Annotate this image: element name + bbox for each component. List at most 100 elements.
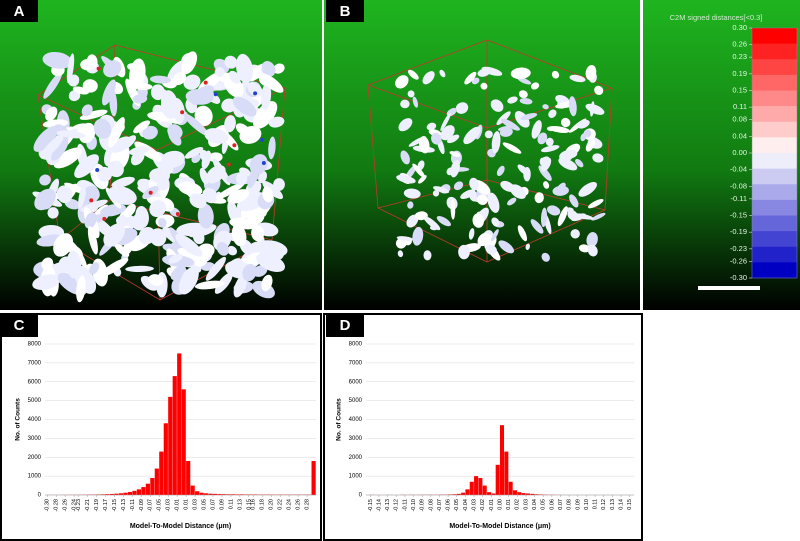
x-tick-label: -0.07 (437, 499, 443, 512)
blob (507, 197, 517, 206)
blob (125, 265, 154, 272)
blob (477, 232, 491, 247)
x-tick-label: 0.26 (296, 499, 302, 510)
blob (197, 203, 214, 229)
spot (226, 162, 231, 167)
blob (407, 201, 414, 209)
x-tick-label: 0.02 (515, 499, 521, 510)
blob (398, 118, 413, 132)
x-tick-label: 0.01 (184, 499, 190, 510)
blob (129, 146, 149, 156)
blob (58, 256, 75, 273)
blob (397, 250, 404, 258)
colorbar-tick-label: 0.26 (732, 40, 747, 49)
blob (34, 188, 56, 211)
blob (72, 86, 90, 95)
blob (133, 120, 151, 134)
blob (542, 104, 549, 110)
blob (591, 212, 606, 221)
cube-edge (271, 87, 286, 241)
blob (87, 226, 98, 255)
label-box (326, 313, 364, 337)
blob (149, 200, 167, 218)
blob (40, 135, 64, 159)
bar (469, 481, 474, 495)
blob (481, 66, 503, 76)
blob (135, 206, 149, 228)
x-tick-label: 0.09 (575, 499, 581, 510)
blob (81, 185, 100, 204)
blob (450, 198, 456, 220)
blob (273, 178, 285, 191)
bar (230, 494, 236, 495)
blob (548, 109, 557, 118)
x-tick-label: -0.19 (94, 499, 100, 512)
y-tick-label: 7000 (28, 360, 42, 366)
blob (400, 150, 410, 165)
blob (577, 119, 590, 129)
blob (252, 101, 278, 129)
x-tick-label: -0.07 (148, 499, 154, 512)
y-tick-label: 8000 (28, 342, 42, 348)
blob (586, 232, 598, 248)
x-tick-label: 0.07 (210, 499, 216, 510)
bar (517, 492, 522, 495)
x-tick-label: 0.16 (251, 499, 257, 510)
bar (172, 376, 177, 495)
x-tick-label: -0.11 (130, 499, 136, 511)
bar (474, 476, 479, 495)
x-tick-label: -0.03 (166, 499, 172, 512)
blob (490, 229, 499, 242)
blob (541, 252, 550, 262)
panel-d (323, 313, 643, 541)
blob (412, 96, 419, 108)
blob (507, 96, 518, 104)
blob (33, 126, 58, 152)
spot (89, 198, 94, 203)
x-tick-label: 0.18 (260, 499, 266, 510)
y-tick-label: 3000 (28, 436, 42, 442)
blob (189, 193, 207, 209)
colorbar-segment (752, 168, 797, 185)
x-tick-label: -0.02 (480, 499, 486, 512)
x-tick-label: -0.14 (376, 499, 382, 512)
bar (190, 485, 195, 495)
colorbar-title: C2M signed distances[<0.3] (670, 13, 763, 22)
blob (433, 186, 450, 194)
blob (178, 181, 203, 196)
x-tick-label: -0.23 (76, 499, 82, 512)
x-tick-label: 0.07 (558, 499, 564, 510)
blob (149, 228, 167, 247)
blob (150, 84, 165, 101)
blob (194, 280, 225, 290)
cube-edge (367, 84, 488, 129)
blob (114, 243, 130, 257)
colorbar-segment (752, 199, 797, 216)
colorbar-tick-label: 0.15 (732, 85, 747, 94)
x-tick-label: 0.01 (506, 499, 512, 510)
blob (227, 189, 250, 204)
blob (412, 226, 424, 246)
blob (205, 256, 227, 281)
bar (127, 491, 133, 495)
blob (93, 118, 112, 139)
bar (141, 487, 146, 495)
bar (114, 493, 119, 495)
colorbar-segment (752, 59, 797, 76)
blob (540, 207, 548, 228)
blob (168, 130, 182, 146)
blob (545, 137, 554, 147)
blob (81, 104, 93, 117)
blob (585, 139, 595, 152)
blob (32, 274, 61, 290)
blob (43, 72, 63, 99)
colorbar-segment (752, 43, 797, 60)
colorbar-segment (752, 137, 797, 154)
blob (430, 132, 442, 145)
blob (199, 149, 210, 162)
x-axis-label: Model-To-Model Distance (μm) (449, 523, 550, 530)
colorbar-segment (752, 184, 797, 201)
colorbar-segment (752, 90, 797, 107)
panel-label: D (340, 317, 351, 334)
